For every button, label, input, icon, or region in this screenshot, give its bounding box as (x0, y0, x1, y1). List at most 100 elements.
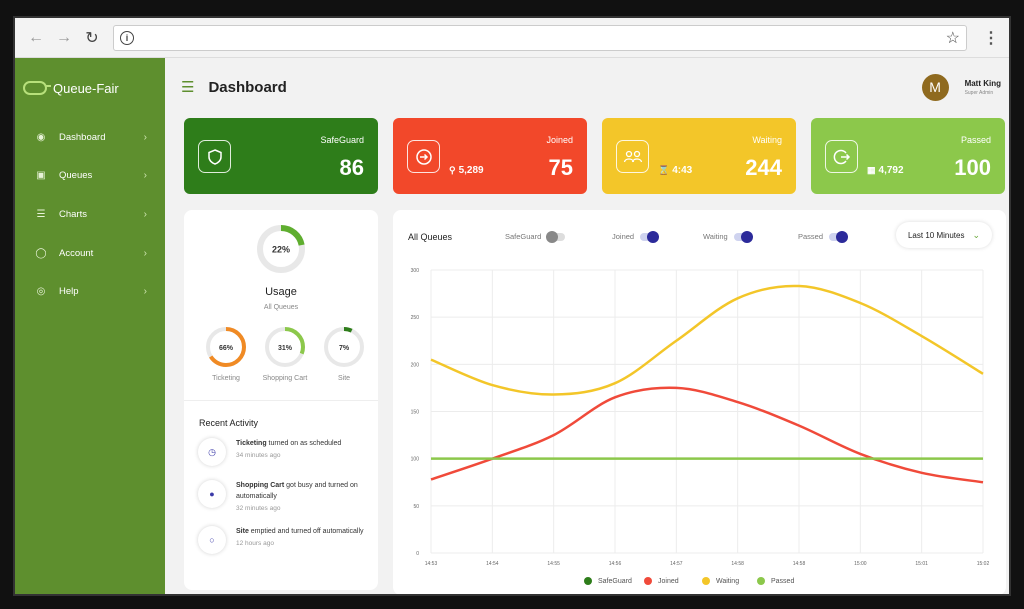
brand-logo[interactable]: Queue-Fair (15, 58, 165, 118)
queue-usage-site[interactable]: 7% Site (319, 326, 369, 382)
toggle-switch[interactable] (546, 230, 566, 243)
legend-marker (644, 577, 652, 585)
activity-item: ◷ Ticketing turned on as scheduled 34 mi… (198, 438, 368, 466)
card-label: Waiting (752, 135, 782, 145)
usage-donut: 22% (257, 225, 305, 273)
stat-card-joined[interactable]: Joined 75 ⚲ 5,289 (393, 118, 587, 194)
back-arrow-icon[interactable]: ← (28, 28, 44, 46)
recent-activity-title: Recent Activity (199, 418, 259, 428)
forward-arrow-icon[interactable]: → (56, 28, 72, 46)
sliders-icon: ☰ (36, 208, 46, 220)
legend-label: Joined (658, 578, 679, 585)
activity-description: turned on as scheduled (266, 440, 342, 447)
series-toggle-safeguard[interactable]: SafeGuard (505, 230, 566, 243)
toggle-label: SafeGuard (505, 232, 542, 241)
browser-toolbar: ← → ↻ i ☆ ⋮ (15, 18, 1009, 58)
legend-marker (584, 577, 592, 585)
stat-card-passed[interactable]: Passed 100 ▦ 4,792 (811, 118, 1005, 194)
user-name: Matt King (964, 78, 1001, 88)
x-tick-label: 14:53 (425, 561, 438, 567)
time-range-label: Last 10 Minutes (907, 230, 965, 240)
series-toggle-joined[interactable]: Joined (612, 230, 660, 243)
y-tick-label: 200 (411, 362, 420, 368)
chevron-right-icon: › (143, 170, 147, 182)
sidebar-item-help[interactable]: ◎ Help › (15, 272, 165, 311)
legend-marker (702, 577, 710, 585)
people-icon (616, 140, 649, 173)
sidebar-item-label: Help (59, 286, 79, 298)
sidebar-item-label: Dashboard (59, 131, 106, 143)
queue-usage-ticketing[interactable]: 66% Ticketing (201, 326, 251, 382)
queue-usage-shopping-cart[interactable]: 31% Shopping Cart (260, 326, 310, 382)
queue-label: Site (337, 375, 351, 382)
x-tick-label: 14:57 (670, 561, 683, 567)
card-subvalue: ⚲ 5,289 (449, 165, 484, 176)
card-value: 244 (745, 155, 782, 180)
activity-subject: Shopping Cart (236, 482, 285, 489)
series-line-joined (430, 386, 984, 484)
y-tick-label: 250 (411, 315, 420, 321)
lifebuoy-icon: ◎ (36, 286, 46, 298)
activity-item: ● Shopping Cart got busy and turned on a… (198, 480, 368, 512)
usage-panel: 22% Usage All Queues 66% Ticketing 31% S… (184, 210, 378, 590)
stat-card-safeguard[interactable]: SafeGuard 86 (184, 118, 378, 194)
x-tick-label: 15:02 (977, 561, 990, 567)
chart-panel: All Queues SafeGuard Joined Waiting Pass… (393, 210, 1006, 594)
main-content: ☰ Dashboard M Matt King Super Admin Safe… (165, 58, 1009, 594)
queue-donut: 31% (265, 327, 305, 367)
y-tick-label: 150 (411, 410, 420, 416)
activity-subject: Site (236, 528, 249, 535)
page-title: Dashboard (208, 78, 287, 96)
sidebar-item-dashboard[interactable]: ◉ Dashboard › (15, 118, 165, 157)
card-subvalue: ▦ 4,792 (867, 165, 904, 176)
browser-window: ← → ↻ i ☆ ⋮ Queue-Fair ◉ Dashboard › ▣ Qu… (13, 16, 1011, 596)
hamburger-menu-icon[interactable]: ☰ (181, 79, 195, 96)
legend-marker (757, 577, 765, 585)
bookmark-star-icon[interactable]: ☆ (945, 29, 960, 47)
usage-subtitle: All Queues (263, 304, 299, 311)
sidebar-item-account[interactable]: ◯ Account › (15, 234, 165, 273)
chevron-right-icon: › (143, 286, 147, 298)
info-icon[interactable]: i (120, 30, 134, 45)
brand-name: Queue-Fair (53, 80, 119, 96)
activity-description: emptied and turned off automatically (248, 528, 364, 535)
time-range-select[interactable]: Last 10 Minutes ⌄ (896, 222, 992, 248)
browser-menu-icon[interactable]: ⋮ (983, 29, 999, 47)
toggle-label: Joined (612, 232, 635, 241)
avatar[interactable]: M (921, 73, 949, 101)
stat-card-waiting[interactable]: Waiting 244 ⌛ 4:43 (602, 118, 796, 194)
toggle-switch[interactable] (733, 230, 753, 243)
card-subvalue-text: 4:43 (672, 165, 693, 176)
y-tick-label: 50 (413, 504, 419, 510)
card-subvalue: ⌛ 4:43 (658, 165, 692, 176)
series-toggle-waiting[interactable]: Waiting (703, 230, 753, 243)
sidebar-item-queues[interactable]: ▣ Queues › (15, 157, 165, 196)
sidebar-item-charts[interactable]: ☰ Charts › (15, 195, 165, 234)
toggle-label: Passed (798, 232, 824, 241)
card-value: 100 (954, 155, 991, 180)
series-toggle-passed[interactable]: Passed (798, 230, 849, 243)
activity-text: Shopping Cart got busy and turned on aut… (236, 480, 368, 502)
user-menu[interactable]: M Matt King Super Admin (921, 73, 1001, 101)
card-label: Joined (546, 135, 573, 145)
users-icon: ⚲ (449, 165, 456, 175)
toggle-switch[interactable] (829, 230, 849, 243)
line-chart: 0 50 100 150 200 250 300 14:53 14:54 14:55 14:56 14… (411, 268, 990, 585)
exit-icon (825, 140, 858, 173)
user-role: Super Admin (964, 89, 994, 96)
x-tick-label: 14:58 (731, 561, 744, 567)
legend-label: Waiting (716, 578, 739, 585)
toggle-off-icon: ○ (198, 526, 226, 554)
queue-percent: 66% (219, 345, 234, 352)
address-bar[interactable]: i ☆ (113, 24, 967, 51)
activity-text: Site emptied and turned off automaticall… (236, 526, 364, 537)
enter-icon (407, 140, 440, 173)
y-tick-label: 300 (411, 268, 420, 274)
clock-icon: ◷ (198, 438, 226, 466)
sidebar: Queue-Fair ◉ Dashboard › ▣ Queues › ☰ Char… (15, 58, 165, 594)
logo-icon (23, 81, 51, 95)
chart-title: All Queues (408, 232, 453, 242)
toggle-switch[interactable] (640, 230, 660, 243)
x-tick-label: 14:55 (547, 561, 560, 567)
reload-icon[interactable]: ↻ (85, 29, 99, 47)
